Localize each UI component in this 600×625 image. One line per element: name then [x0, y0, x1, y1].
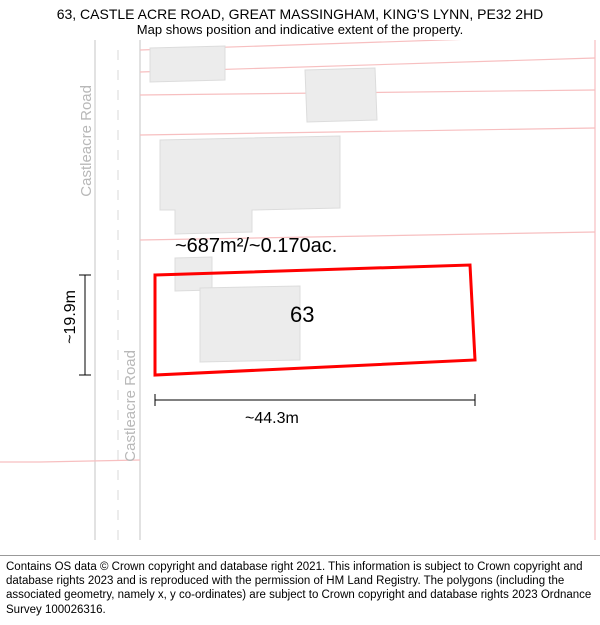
map-area: Castleacre Road Castleacre Road ~687m²/~0.…: [0, 40, 600, 540]
header: 63, CASTLE ACRE ROAD, GREAT MASSINGHAM, …: [0, 0, 600, 39]
header-subtitle: Map shows position and indicative extent…: [10, 22, 590, 37]
road-label-0: Castleacre Road: [78, 85, 95, 197]
header-title: 63, CASTLE ACRE ROAD, GREAT MASSINGHAM, …: [10, 6, 590, 22]
height-dimension-label: ~19.9m: [62, 290, 80, 344]
area-label: ~687m²/~0.170ac.: [175, 235, 337, 258]
plot-number-label: 63: [290, 302, 314, 328]
width-dimension-label: ~44.3m: [245, 410, 299, 428]
footer-copyright: Contains OS data © Crown copyright and d…: [0, 555, 600, 625]
road-label-1: Castleacre Road: [122, 350, 139, 462]
